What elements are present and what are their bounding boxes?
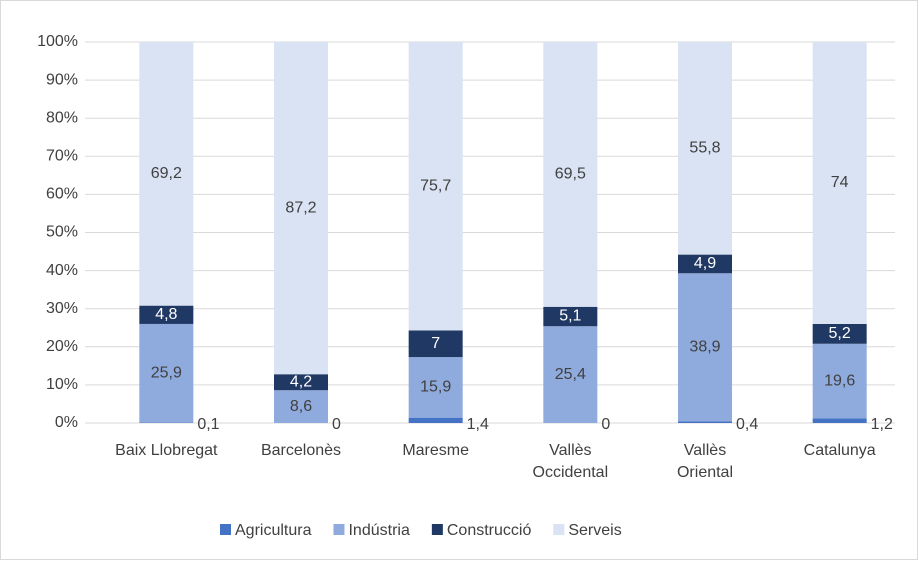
- data-label: 87,2: [285, 199, 316, 216]
- x-tick-label: Vallès Occidental: [533, 442, 609, 481]
- bar-segment: [678, 42, 732, 255]
- bar-segment: [139, 323, 194, 423]
- bar-segment: [678, 273, 732, 422]
- data-label: 4,9: [694, 255, 716, 272]
- x-tick-label: Catalunya: [804, 442, 876, 459]
- data-label: 74: [831, 174, 849, 191]
- y-tick-label: 50%: [46, 224, 78, 241]
- bar-segment: [408, 357, 463, 418]
- bar-segment: [678, 421, 732, 423]
- data-label: 25,4: [555, 366, 586, 383]
- data-label: 69,5: [555, 166, 586, 183]
- bar-segment: [139, 305, 194, 324]
- data-label: 0: [601, 416, 610, 433]
- data-label: 8,6: [290, 398, 312, 415]
- bar-segment: [543, 42, 598, 307]
- legend-label: Indústria: [348, 522, 409, 539]
- y-tick-label: 100%: [37, 33, 78, 50]
- y-tick-label: 80%: [46, 109, 78, 126]
- bar-segment: [812, 42, 867, 324]
- data-label: 15,9: [420, 379, 451, 396]
- data-label: 7: [431, 335, 440, 352]
- bar-segment: [274, 42, 328, 375]
- legend-label: Agricultura: [235, 522, 312, 539]
- data-label: 38,9: [689, 339, 720, 356]
- data-label: 5,2: [829, 325, 851, 342]
- y-tick-label: 40%: [46, 262, 78, 279]
- bar-segment: [274, 374, 328, 391]
- data-label: 4,2: [290, 373, 312, 390]
- bar-segment: [812, 323, 867, 344]
- bar-segment: [543, 326, 598, 423]
- bar-segment: [678, 254, 732, 274]
- y-tick-label: 70%: [46, 148, 78, 165]
- data-label: 0,1: [197, 416, 219, 433]
- x-tick-label: Maresme: [402, 442, 469, 459]
- data-label: 0: [332, 416, 341, 433]
- y-tick-label: 90%: [46, 71, 78, 88]
- bar-segment: [408, 417, 463, 423]
- data-label: 75,7: [420, 177, 451, 194]
- data-label: 69,2: [151, 165, 182, 182]
- legend-swatch: [220, 524, 231, 535]
- bar-segment: [408, 42, 463, 331]
- data-label: 25,9: [151, 364, 182, 381]
- data-label: 55,8: [689, 140, 720, 157]
- x-tick-label: Barcelonès: [261, 442, 341, 459]
- y-tick-label: 30%: [46, 300, 78, 317]
- data-label: 1,2: [871, 416, 893, 433]
- legend-label: Serveis: [568, 522, 621, 539]
- bar-segment: [812, 343, 867, 419]
- data-label: 5,1: [559, 308, 581, 325]
- bar-segment: [139, 42, 194, 306]
- data-label: 0,4: [736, 416, 758, 433]
- legend-swatch: [553, 524, 565, 535]
- bar-segment: [274, 390, 328, 423]
- legend-swatch: [333, 524, 345, 535]
- y-tick-label: 20%: [46, 338, 78, 355]
- y-tick-label: 60%: [46, 186, 78, 203]
- x-tick-label: Baix Llobregat: [115, 442, 218, 459]
- y-tick-label: 10%: [46, 376, 78, 393]
- bar-segment: [408, 330, 463, 358]
- bar-segment: [812, 418, 867, 423]
- bar-segment: [543, 306, 598, 327]
- legend-swatch: [431, 524, 443, 535]
- data-label: 19,6: [824, 372, 855, 389]
- y-tick-label: 0%: [55, 414, 78, 431]
- data-label: 1,4: [467, 416, 489, 433]
- legend-label: Construcció: [447, 522, 532, 539]
- x-tick-label: Vallès Oriental: [677, 442, 733, 481]
- data-label: 4,8: [155, 306, 177, 323]
